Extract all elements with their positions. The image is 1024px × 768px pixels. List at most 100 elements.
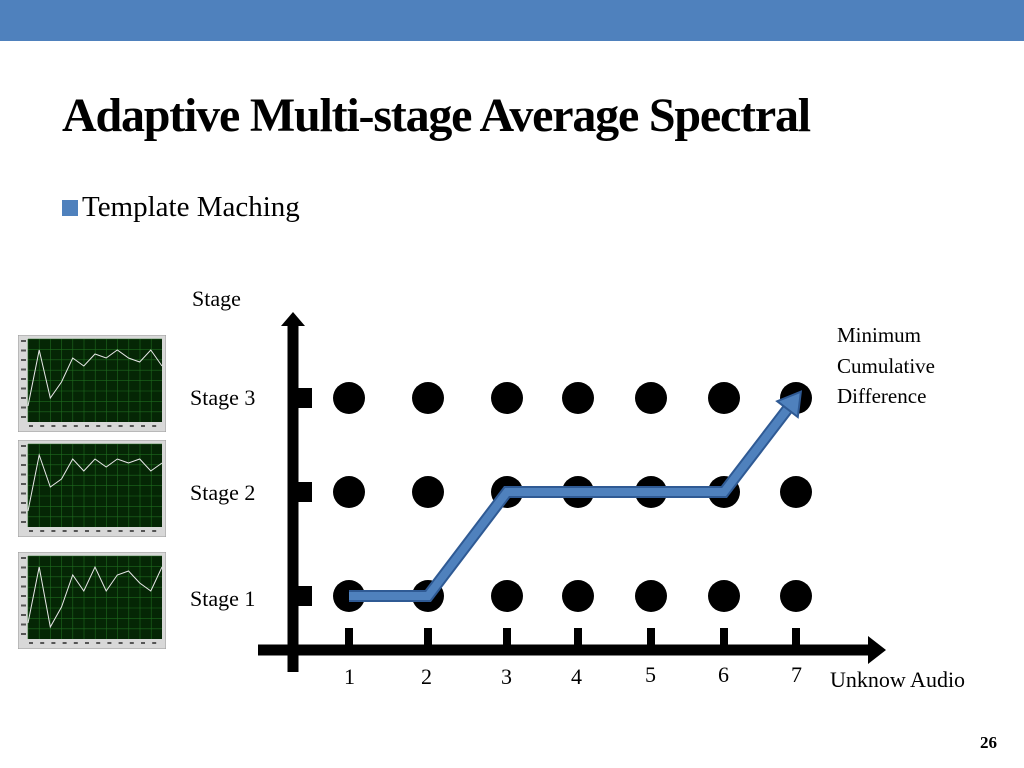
thumb-ytick — [21, 521, 26, 523]
annotation-line-2: Cumulative — [837, 353, 935, 378]
dot-col2-stage3 — [412, 382, 444, 414]
spectrum-thumbnail-3 — [18, 552, 166, 649]
thumb-xtick — [107, 425, 112, 427]
column-label-7: 7 — [791, 662, 802, 687]
thumb-xtick — [62, 642, 67, 644]
thumb-xtick — [96, 530, 101, 532]
y-tick-stage-1 — [296, 586, 312, 606]
axes — [258, 312, 886, 672]
dot-col1-stage2 — [333, 476, 365, 508]
stage-label-3: Stage 3 — [190, 385, 256, 410]
spectrum-thumbnail-2 — [18, 440, 166, 537]
minimum-path — [349, 390, 803, 602]
x-axis-arrowhead — [868, 636, 886, 664]
thumb-xtick — [96, 642, 101, 644]
stage-label-1: Stage 1 — [190, 586, 256, 611]
thumb-xtick — [129, 530, 134, 532]
thumb-xtick — [62, 425, 67, 427]
x-tick-6 — [720, 628, 728, 648]
thumb-xtick — [51, 530, 56, 532]
dot-col3-stage1 — [491, 580, 523, 612]
x-tick-1 — [345, 628, 353, 648]
thumb-ytick — [21, 557, 26, 559]
top-accent-bar — [0, 0, 1024, 41]
dot-col4-stage1 — [562, 580, 594, 612]
y-tick-stage-3 — [296, 388, 312, 408]
path-arrowhead — [775, 390, 803, 419]
thumb-xtick — [51, 642, 56, 644]
dot-col4-stage3 — [562, 382, 594, 414]
thumb-xtick — [40, 530, 45, 532]
thumb-ytick — [21, 397, 26, 399]
bullet-text: Template Maching — [82, 191, 300, 223]
dot-col1-stage3 — [333, 382, 365, 414]
thumb-ytick — [21, 349, 26, 352]
dot-col3-stage3 — [491, 382, 523, 414]
spectrum-thumbnail-1 — [18, 335, 166, 432]
x-ticks — [345, 628, 800, 648]
thumb-curve — [27, 349, 163, 407]
thumb-xtick — [141, 425, 145, 427]
thumb-ytick — [21, 614, 26, 616]
thumb-xtick — [85, 425, 89, 427]
dot-col2-stage2 — [412, 476, 444, 508]
dot-col6-stage1 — [708, 580, 740, 612]
slide-title: Adaptive Multi-stage Average Spectral — [62, 89, 811, 142]
annotation-line-1: Minimum — [837, 323, 922, 347]
thumb-ytick — [21, 604, 26, 607]
thumb-ytick — [21, 623, 26, 626]
page-number: 26 — [980, 733, 997, 752]
thumb-ytick — [21, 416, 26, 418]
dot-col6-stage3 — [708, 382, 740, 414]
thumb-ytick — [21, 387, 26, 390]
thumb-xtick — [118, 642, 123, 644]
square-bullet-icon — [62, 200, 78, 216]
thumb-xtick — [73, 425, 78, 427]
dot-col5-stage1 — [635, 580, 667, 612]
thumb-xtick — [29, 425, 33, 427]
thumb-ytick — [21, 633, 26, 635]
x-tick-3 — [503, 628, 511, 648]
annotation-line-3: Difference — [837, 384, 927, 408]
thumb-xtick — [73, 530, 78, 532]
x-tick-5 — [647, 628, 655, 648]
thumb-xtick — [141, 642, 145, 644]
y-tick-stage-2 — [296, 482, 312, 502]
thumb-ytick — [21, 406, 26, 409]
thumb-xtick — [129, 642, 134, 644]
thumb-ytick — [21, 445, 26, 447]
y-axis-arrowhead — [281, 312, 305, 326]
thumb-xtick — [96, 425, 101, 427]
thumb-ytick — [21, 576, 26, 578]
column-label-4: 4 — [571, 664, 582, 689]
thumb-xtick — [29, 530, 33, 532]
thumb-xtick — [152, 530, 157, 532]
thumb-ytick — [21, 378, 26, 380]
thumb-xtick — [29, 642, 33, 644]
thumb-ytick — [21, 483, 26, 485]
thumb-ytick — [21, 566, 26, 569]
thumb-xtick — [107, 530, 112, 532]
dot-col7-stage1 — [780, 580, 812, 612]
thumb-xtick — [40, 425, 45, 427]
thumb-ytick — [21, 340, 26, 342]
y-ticks — [296, 388, 312, 606]
column-label-2: 2 — [421, 664, 432, 689]
x-tick-7 — [792, 628, 800, 648]
thumb-xtick — [107, 642, 112, 644]
thumb-curve — [27, 453, 163, 512]
thumb-ytick — [21, 473, 26, 476]
thumb-xtick — [85, 642, 89, 644]
dot-col5-stage3 — [635, 382, 667, 414]
thumb-ytick — [21, 511, 26, 514]
thumb-xtick — [62, 530, 67, 532]
thumb-xtick — [73, 642, 78, 644]
column-label-6: 6 — [718, 662, 729, 687]
x-axis-label: Unknow Audio — [830, 667, 966, 692]
bullet-item: Template Maching — [62, 190, 300, 224]
thumb-ytick — [21, 464, 26, 466]
thumb-ytick — [21, 492, 26, 495]
thumb-xtick — [129, 425, 134, 427]
thumb-xtick — [118, 425, 123, 427]
